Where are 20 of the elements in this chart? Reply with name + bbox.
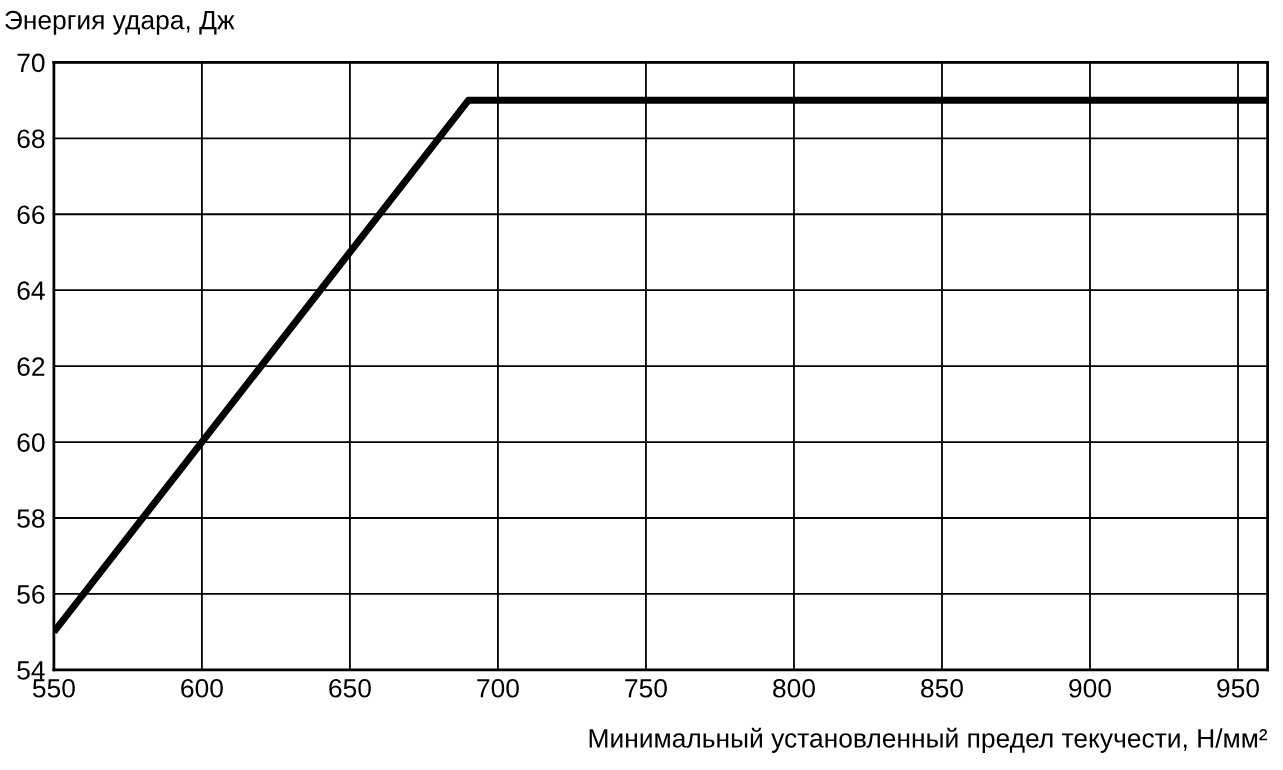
x-tick-label: 800 bbox=[773, 678, 815, 698]
x-axis-title: Минимальный установленный предел текучести, Н/мм² bbox=[589, 727, 1268, 753]
x-tick-label: 850 bbox=[921, 678, 963, 698]
y-tick-label: 68 bbox=[17, 129, 45, 149]
x-tick-label: 650 bbox=[329, 678, 371, 698]
y-tick-label: 54 bbox=[17, 661, 45, 680]
x-tick-label: 600 bbox=[181, 678, 223, 698]
y-tick-label: 58 bbox=[17, 509, 45, 528]
y-tick-label: 62 bbox=[17, 357, 45, 376]
y-tick-label: 64 bbox=[17, 281, 45, 301]
x-tick-label: 750 bbox=[625, 678, 667, 698]
y-tick-label: 70 bbox=[17, 53, 45, 73]
y-tick-label: 56 bbox=[17, 585, 45, 604]
x-tick-label: 900 bbox=[1069, 678, 1111, 698]
x-tick-label: 550 bbox=[32, 678, 75, 698]
x-tick-label: 950 bbox=[1217, 678, 1259, 698]
y-tick-label: 66 bbox=[17, 205, 45, 225]
y-axis-title: Энергия удара, Дж bbox=[5, 10, 235, 35]
x-tick-label: 700 bbox=[477, 678, 519, 698]
y-tick-label: 60 bbox=[17, 433, 45, 452]
